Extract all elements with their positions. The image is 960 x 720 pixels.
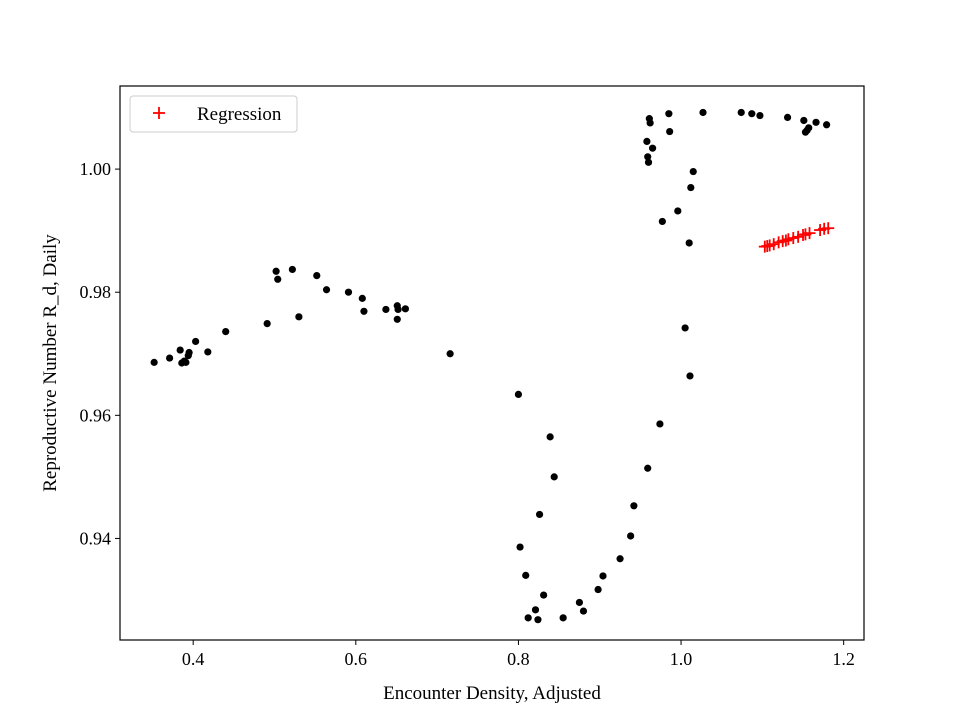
legend-frame	[129, 95, 298, 133]
data-point	[514, 390, 523, 398]
x-tick-label: 1.0	[670, 649, 693, 669]
x-tick-label: 1.2	[832, 649, 855, 669]
data-point	[594, 585, 602, 594]
regression-point	[779, 234, 792, 247]
y-axis-label: Reproductive Number R_d, Daily	[40, 234, 61, 492]
data-point	[204, 348, 212, 356]
data-point	[394, 305, 402, 314]
data-point	[575, 598, 584, 607]
data-point	[656, 420, 664, 428]
data-point	[550, 473, 558, 481]
legend-plus-icon	[153, 107, 165, 119]
plot-frame	[119, 85, 865, 641]
data-point	[665, 110, 673, 118]
data-point	[446, 350, 454, 358]
data-point	[646, 119, 654, 127]
data-point	[358, 294, 366, 302]
data-point	[182, 358, 190, 366]
data-point	[382, 305, 390, 314]
data-point	[748, 110, 756, 118]
data-point	[531, 606, 540, 614]
data-point	[685, 239, 693, 247]
data-point	[681, 324, 689, 332]
plot-area	[120, 86, 864, 640]
data-point	[666, 127, 674, 136]
data-point	[686, 372, 694, 380]
data-point	[616, 555, 624, 563]
data-point	[166, 354, 174, 362]
x-tick-label: 0.4	[182, 649, 205, 669]
data-point	[546, 433, 554, 441]
data-point	[313, 271, 321, 280]
y-tick-label: 0.98	[80, 282, 112, 302]
data-point	[674, 207, 682, 215]
data-point	[272, 267, 280, 275]
data-point	[540, 591, 548, 599]
data-point	[687, 183, 695, 192]
data-point	[644, 153, 652, 161]
data-point	[559, 614, 567, 622]
y-tick-label: 1.00	[80, 159, 112, 179]
data-point	[579, 607, 588, 615]
data-point	[222, 328, 230, 336]
data-point	[783, 113, 792, 121]
regression-point	[803, 227, 816, 240]
data-point	[274, 275, 282, 283]
data-point	[756, 111, 764, 120]
data-point	[534, 616, 542, 624]
x-axis-ticks: 0.4 0.6 0.8 1.0 1.2	[182, 640, 855, 669]
legend-label-regression: Regression	[197, 104, 282, 125]
data-point	[322, 286, 331, 294]
y-tick-label: 0.94	[80, 528, 112, 548]
data-point	[176, 346, 184, 354]
data-point	[644, 158, 653, 166]
data-point	[643, 137, 651, 145]
data-point	[524, 614, 532, 622]
data-point	[288, 265, 296, 274]
data-point	[150, 358, 158, 366]
data-point	[658, 217, 666, 226]
x-tick-label: 0.8	[507, 649, 530, 669]
legend-marker-plus	[153, 107, 165, 119]
data-point	[630, 502, 638, 510]
data-point	[535, 510, 544, 519]
data-point	[192, 337, 200, 346]
data-point	[344, 288, 353, 296]
data-point	[393, 315, 401, 323]
data-point	[522, 571, 530, 579]
data-point	[812, 118, 820, 126]
data-point	[648, 144, 657, 152]
y-axis-ticks: 0.94 0.96 0.98 1.00	[80, 159, 120, 548]
data-point	[699, 108, 707, 117]
x-tick-label: 0.6	[345, 649, 368, 669]
data-point	[185, 348, 193, 357]
data-point	[644, 464, 652, 472]
data-point	[805, 124, 813, 132]
data-point	[627, 532, 635, 540]
data-point	[360, 307, 368, 315]
data-point	[737, 108, 745, 117]
regression-point	[822, 222, 835, 235]
data-point	[599, 572, 607, 580]
data-point	[516, 543, 524, 551]
data-points	[150, 108, 835, 624]
x-axis-label: Encounter Density, Adjusted	[383, 683, 601, 704]
y-tick-label: 0.96	[80, 405, 112, 425]
legend: Regression	[129, 95, 298, 133]
data-point	[295, 313, 303, 321]
data-point	[689, 167, 697, 176]
data-point	[822, 121, 831, 129]
data-point	[263, 320, 271, 328]
data-point	[401, 305, 410, 313]
data-point	[800, 116, 808, 125]
